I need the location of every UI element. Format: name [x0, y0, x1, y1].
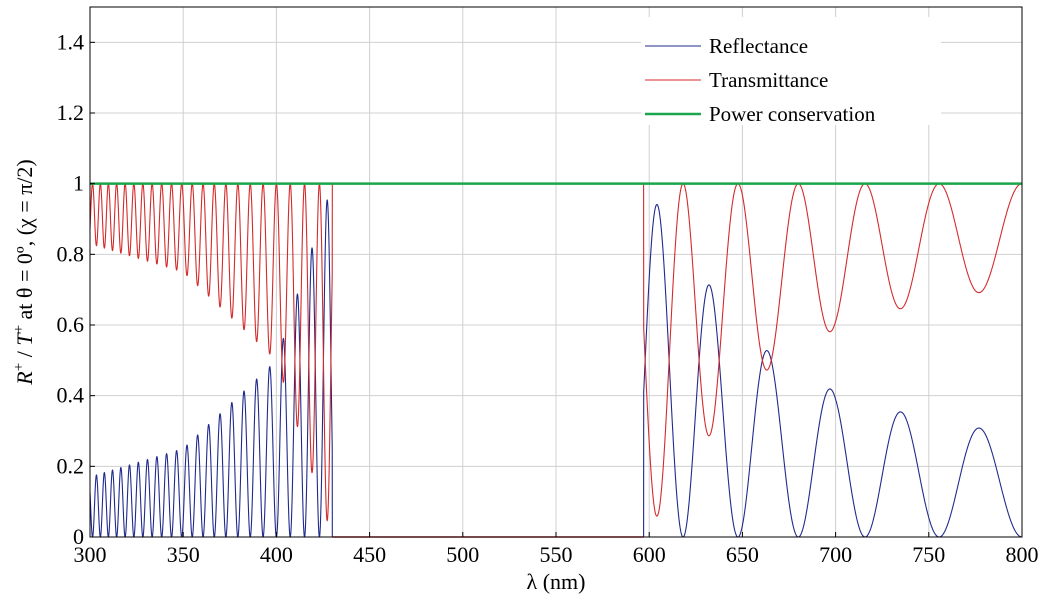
- legend-background: [641, 17, 941, 125]
- y-axis-title-sep: /: [12, 346, 37, 363]
- legend-label-reflectance: Reflectance: [709, 34, 808, 58]
- legend-label-power-conservation: Power conservation: [709, 102, 876, 126]
- y-axis-ticks: 0 0.2 0.4 0.6 0.8 1 1.2 1.4: [57, 29, 95, 549]
- legend-label-transmittance: Transmittance: [709, 68, 828, 92]
- y-tick-label: 0.2: [57, 453, 85, 478]
- y-tick-label: 0.6: [57, 312, 85, 337]
- legend: Reflectance Transmittance Power conserva…: [641, 17, 941, 126]
- x-tick-label: 300: [74, 542, 107, 567]
- x-tick-label: 500: [446, 542, 479, 567]
- y-tick-label: 0.4: [57, 383, 85, 408]
- y-axis-title-r: R: [12, 371, 37, 386]
- x-tick-label: 750: [912, 542, 945, 567]
- y-tick-label: 0.8: [57, 241, 85, 266]
- y-axis-title-t: T: [12, 332, 37, 346]
- x-tick-label: 350: [167, 542, 200, 567]
- series-reflectance-line: [89, 199, 1022, 538]
- x-axis-ticks: 300 350 400 450 500 550 600 650 700 750 800: [74, 532, 1039, 567]
- x-tick-label: 650: [726, 542, 759, 567]
- x-tick-label: 800: [1006, 542, 1039, 567]
- y-tick-label: 1: [73, 171, 84, 196]
- y-tick-label: 1.4: [57, 29, 85, 54]
- x-tick-label: 450: [353, 542, 386, 567]
- y-tick-label: 0: [73, 524, 84, 549]
- y-axis-title-rest: at θ = 0º, (χ = π/2): [12, 159, 37, 325]
- x-tick-label: 700: [819, 542, 852, 567]
- y-axis-title-sup1: +: [11, 363, 27, 371]
- y-tick-label: 1.2: [57, 100, 85, 125]
- y-axis-title: R+ / T+ at θ = 0º, (χ = π/2): [11, 159, 37, 385]
- x-tick-label: 600: [633, 542, 666, 567]
- x-tick-label: 400: [260, 542, 293, 567]
- y-axis-title-sup2: +: [11, 325, 27, 333]
- x-axis-title: λ (nm): [527, 569, 586, 594]
- series-transmittance-line: [89, 182, 1022, 522]
- x-tick-label: 550: [540, 542, 573, 567]
